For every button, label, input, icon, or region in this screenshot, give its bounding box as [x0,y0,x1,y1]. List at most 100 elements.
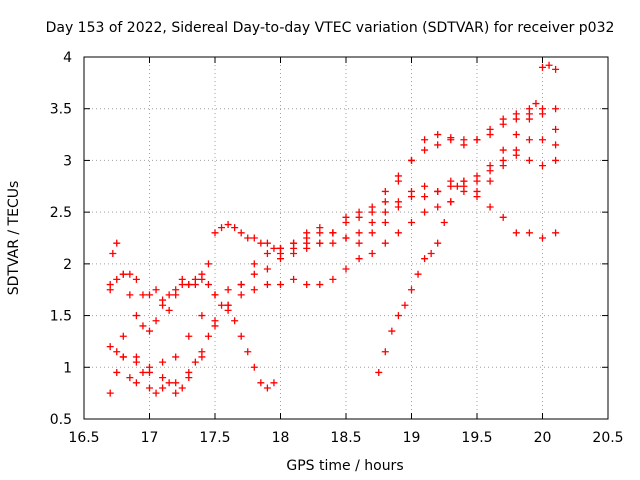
data-point [303,244,311,252]
data-point [499,115,507,123]
data-point [126,291,134,299]
data-point [421,208,429,216]
data-point [342,265,350,273]
data-point [460,177,468,185]
x-axis-tick-labels: 16.5 17 17.5 18 18.5 19 19.5 20 20.5 [68,430,623,446]
data-point [545,61,553,69]
data-point [473,172,481,180]
data-point [303,281,311,289]
data-point [146,291,153,299]
data-point [263,265,271,273]
data-point [113,239,121,247]
data-point [231,224,239,232]
data-point [473,136,481,144]
data-point [172,353,180,361]
x-tick-label: 20 [534,430,552,446]
data-point [408,193,415,201]
data-point [178,275,186,283]
x-axis-label: GPS time / hours [286,458,403,474]
data-point [355,239,363,247]
data-point [113,275,121,283]
y-axis-tick-labels: 0.5 1 1.5 2 2.5 3 3.5 4 [50,50,72,428]
data-point [152,286,160,294]
data-point [460,187,468,195]
data-point [414,270,422,278]
data-point [512,229,520,237]
data-point [224,286,232,294]
data-point [368,229,376,237]
data-point [539,105,546,113]
data-point [290,250,298,258]
data-point [408,218,415,226]
data-point [185,368,193,376]
data-point [552,125,560,133]
data-point [263,250,271,258]
data-point [512,110,520,118]
y-tick-label: 2.5 [50,205,72,221]
data-point [499,146,507,154]
data-point [250,270,258,278]
data-point [113,348,121,356]
data-point [355,208,363,216]
data-point [198,270,206,278]
data-point [237,291,245,299]
data-point [552,229,560,237]
data-point [172,291,180,299]
data-point [421,255,429,263]
data-point [159,301,167,309]
data-point [257,379,265,387]
data-point [263,239,271,247]
data-point [132,379,140,387]
data-point [159,358,167,366]
x-tick-label: 20.5 [592,430,623,446]
x-tick-label: 18 [272,430,290,446]
data-point [119,332,127,340]
data-point [132,353,140,361]
data-point [368,218,376,226]
data-point [224,301,232,309]
data-point [368,203,376,211]
data-point [381,348,389,356]
data-point [434,239,442,247]
y-tick-label: 2 [63,257,72,273]
data-point [512,151,520,159]
x-tick-label: 16.5 [68,430,99,446]
data-point [132,312,140,320]
data-point [290,239,298,247]
data-point [277,244,284,252]
data-point [552,156,560,164]
data-point [139,368,147,376]
data-point [277,255,284,263]
data-point [440,218,448,226]
data-point [191,281,199,289]
data-point [375,368,383,376]
data-point [381,208,389,216]
data-point [447,198,455,206]
data-point [204,260,212,268]
data-point [250,286,258,294]
series-track-1 [106,239,278,392]
y-axis-label: SDTVAR / TECUs [6,181,22,296]
data-point [211,229,219,237]
series-track-7 [277,105,560,252]
data-point [303,229,311,237]
data-point [329,239,337,247]
data-point [106,286,114,294]
data-point [394,172,402,180]
data-point [211,317,219,325]
data-point [401,301,409,309]
data-point [434,141,442,149]
data-point [421,193,429,201]
data-point [290,275,298,283]
data-point [218,224,226,232]
data-point [106,389,114,397]
data-point [552,105,560,113]
data-point [218,301,226,309]
data-point [244,234,252,242]
data-point [421,182,429,190]
x-tick-label: 17 [141,430,159,446]
data-point [191,358,199,366]
data-point [159,384,167,392]
data-point [486,162,494,170]
data-point [119,270,127,278]
